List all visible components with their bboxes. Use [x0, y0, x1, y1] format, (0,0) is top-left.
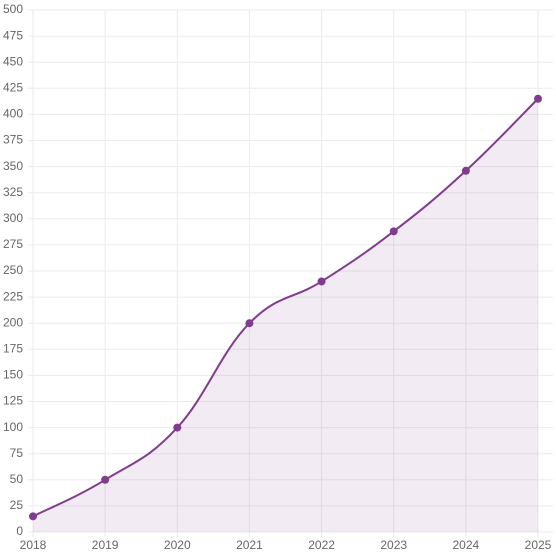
y-tick-label: 500 [3, 2, 23, 16]
y-tick-label: 125 [3, 394, 23, 408]
y-tick-label: 475 [3, 28, 23, 42]
y-tick-label: 275 [3, 237, 23, 251]
y-tick-label: 150 [3, 368, 23, 382]
y-tick-label: 50 [10, 472, 24, 486]
x-tick-label: 2018 [20, 538, 47, 552]
point [29, 512, 37, 521]
y-tick-label: 425 [3, 80, 23, 94]
point [534, 94, 542, 103]
y-tick-label: 325 [3, 185, 23, 199]
x-tick-label: 2019 [92, 538, 119, 552]
point [101, 475, 110, 484]
y-tick-label: 225 [3, 289, 23, 303]
point [245, 319, 254, 328]
point [173, 423, 182, 432]
y-tick-label: 25 [10, 498, 24, 512]
y-tick-label: 250 [3, 263, 23, 277]
y-tick-label: 350 [3, 159, 23, 173]
y-tick-label: 75 [10, 446, 24, 460]
y-tick-label: 450 [3, 54, 23, 68]
y-tick-label: 400 [3, 107, 23, 121]
x-tick-label: 2021 [236, 538, 263, 552]
point [317, 277, 326, 286]
x-tick-label: 2020 [164, 538, 191, 552]
y-tick-label: 375 [3, 133, 23, 147]
x-tick-label: 2024 [453, 538, 480, 552]
y-tick-label: 200 [3, 315, 23, 329]
point [461, 166, 470, 175]
y-tick-label: 0 [16, 524, 23, 538]
line [32, 98, 539, 518]
x-tick-label: 2023 [380, 538, 407, 552]
y-tick-label: 175 [3, 341, 23, 355]
point [389, 227, 398, 236]
x-tick-label: 2022 [308, 538, 335, 552]
y-tick-label: 300 [3, 211, 23, 225]
area [33, 98, 538, 533]
x-tick-label: 2025 [525, 538, 552, 552]
y-tick-label: 100 [3, 420, 23, 434]
